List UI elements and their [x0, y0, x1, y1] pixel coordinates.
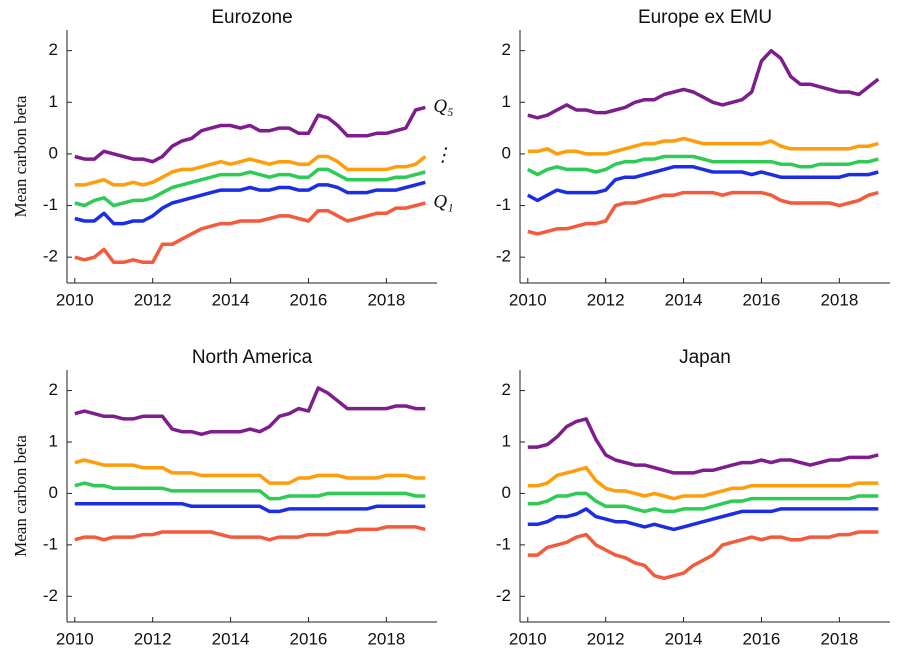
chart-title: North America [192, 347, 313, 368]
y-tick-label: 2 [49, 380, 58, 399]
y-tick-label: -1 [496, 534, 511, 553]
y-axis-label: Mean carbon beta [11, 95, 30, 217]
y-tick-label: -1 [496, 195, 511, 214]
x-tick-label: 2018 [820, 629, 858, 648]
x-tick-label: 2018 [367, 629, 405, 648]
series-line [74, 501, 426, 514]
y-tick-label: 0 [49, 143, 58, 162]
x-tick-label: 2018 [820, 290, 858, 309]
y-tick-label: -2 [43, 586, 58, 605]
chart-title: Eurozone [211, 7, 292, 28]
series-line [527, 507, 879, 532]
series-line [74, 154, 427, 187]
series-line [74, 105, 426, 164]
x-tick-label: 2016 [743, 290, 781, 309]
series-line [527, 48, 880, 120]
x-tick-label: 2014 [665, 290, 703, 309]
y-tick-label: -2 [496, 586, 511, 605]
annotation: Q₁ [433, 191, 453, 212]
series-line [526, 165, 879, 203]
annotation: Q₅ [433, 96, 453, 117]
x-tick-label: 2010 [509, 629, 547, 648]
x-tick-label: 2016 [743, 629, 781, 648]
y-tick-label: 2 [49, 40, 58, 59]
series-line [74, 386, 426, 437]
series-line [526, 154, 879, 177]
y-tick-label: 0 [502, 483, 511, 502]
series-line [527, 136, 879, 156]
y-tick-label: -1 [43, 534, 58, 553]
y-tick-label: 2 [502, 380, 511, 399]
series-line [74, 458, 426, 485]
series-line [527, 190, 879, 236]
y-tick-label: 1 [502, 431, 511, 450]
annotation: ⋮ [433, 145, 452, 166]
y-tick-label: 1 [49, 431, 58, 450]
x-tick-label: 2014 [212, 629, 250, 648]
y-tick-label: -2 [496, 247, 511, 266]
series-line [527, 530, 879, 581]
y-tick-label: 0 [49, 483, 58, 502]
x-tick-label: 2010 [56, 290, 94, 309]
series-line [74, 180, 426, 226]
x-tick-label: 2012 [587, 290, 625, 309]
chart-title: Europe ex EMU [638, 7, 772, 28]
x-tick-label: 2018 [367, 290, 405, 309]
series-line [527, 491, 879, 514]
x-tick-label: 2012 [587, 629, 625, 648]
x-tick-label: 2014 [665, 629, 703, 648]
x-tick-label: 2010 [56, 629, 94, 648]
x-tick-label: 2016 [290, 290, 328, 309]
chart-title: Japan [679, 347, 731, 368]
y-tick-label: 1 [502, 92, 511, 111]
y-tick-label: 0 [502, 143, 511, 162]
x-tick-label: 2012 [134, 629, 172, 648]
series-line [74, 525, 426, 542]
series-line [74, 201, 426, 265]
series-line [74, 167, 426, 208]
y-tick-label: 1 [49, 92, 58, 111]
series-line [527, 465, 879, 501]
y-tick-label: 2 [502, 40, 511, 59]
y-tick-label: -1 [43, 195, 58, 214]
y-axis-label: Mean carbon beta [11, 435, 30, 557]
series-line [527, 417, 879, 475]
x-tick-label: 2010 [509, 290, 547, 309]
x-tick-label: 2014 [212, 290, 250, 309]
x-tick-label: 2012 [134, 290, 172, 309]
x-tick-label: 2016 [290, 629, 328, 648]
y-tick-label: -2 [43, 247, 58, 266]
series-line [74, 481, 426, 501]
